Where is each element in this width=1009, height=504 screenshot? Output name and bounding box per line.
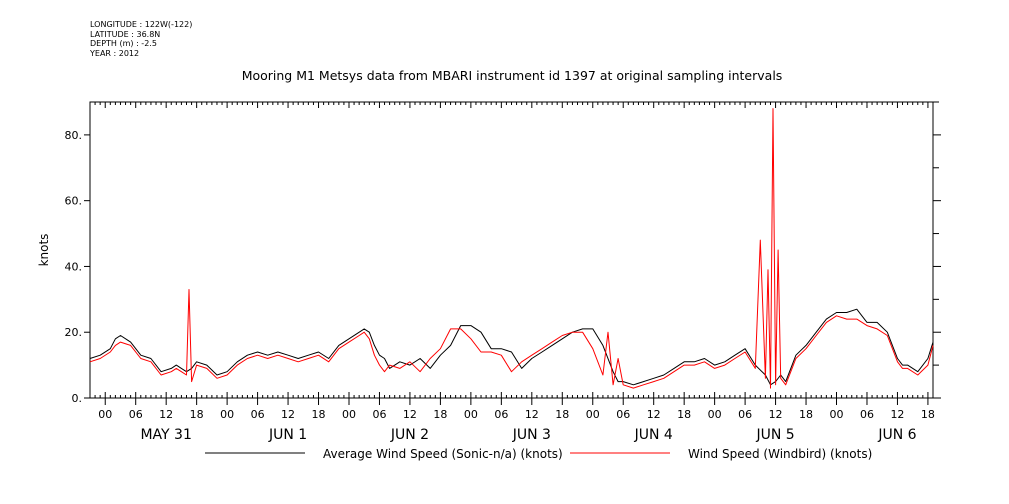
x-hour-tick-label: 00 [464,408,478,421]
x-hour-tick-label: 00 [586,408,600,421]
depth-text: DEPTH (m) : -2.5 [90,39,157,48]
latitude-text: LATITUDE : 36.8N [90,29,161,39]
x-hour-tick-label: 06 [129,408,143,421]
x-hour-tick-label: 18 [555,408,569,421]
x-hour-tick-label: 06 [860,408,874,421]
x-day-label: JUN 2 [390,427,429,443]
legend-label-average-wind: Average Wind Speed (Sonic-n/a) (knots) [323,447,563,461]
series-line-average-wind-speed [89,308,934,386]
y-tick-label: 60. [65,195,83,208]
longitude-text: LONGITUDE : 122W(-122) [90,20,193,29]
x-hour-tick-label: 00 [830,408,844,421]
x-hour-tick-label: 00 [342,408,356,421]
x-hour-tick-label: 12 [769,408,783,421]
legend-label-windbird: Wind Speed (Windbird) (knots) [688,447,872,461]
y-tick-label: 20. [65,326,83,339]
x-hour-tick-label: 12 [159,408,173,421]
y-tick-label: 80. [65,129,83,142]
x-hour-tick-label: 00 [708,408,722,421]
x-hour-tick-label: 00 [98,408,112,421]
x-hour-tick-label: 12 [281,408,295,421]
chart-title: Mooring M1 Metsys data from MBARI instru… [242,68,783,83]
plot-frame [89,101,934,399]
y-tick-label: 0. [72,392,83,405]
x-day-label: JUN 3 [512,427,551,443]
x-hour-tick-label: 12 [525,408,539,421]
x-hour-tick-label: 06 [372,408,386,421]
x-hour-tick-label: 12 [647,408,661,421]
x-hour-tick-label: 12 [403,408,417,421]
x-day-label: JUN 1 [268,427,307,443]
x-hour-tick-label: 18 [190,408,204,421]
x-hour-tick-label: 06 [251,408,265,421]
x-day-label: JUN 6 [877,427,916,443]
x-hour-tick-label: 18 [799,408,813,421]
x-day-label: JUN 5 [755,427,794,443]
station-metadata: LONGITUDE : 122W(-122) LATITUDE : 36.8N … [90,20,192,58]
year-text: YEAR : 2012 [90,48,140,58]
axis-ticks: 00 06 12 18 00 06 12 18 00 06 12 18 00 06 12 18 00 06 12 18… [65,101,941,443]
x-hour-tick-label: 18 [312,408,326,421]
x-hour-tick-label: 06 [616,408,630,421]
x-hour-tick-label: 18 [677,408,691,421]
x-hour-tick-label: 18 [433,408,447,421]
series-line-windbird [89,108,934,389]
x-hour-tick-label: 06 [494,408,508,421]
x-hour-tick-label: 00 [220,408,234,421]
x-day-label: JUN 4 [634,427,673,443]
x-hour-tick-label: 18 [921,408,935,421]
series-lines [89,108,934,389]
y-tick-label: 40. [65,260,83,273]
x-hour-tick-label: 12 [890,408,904,421]
x-hour-tick-label: 06 [738,408,752,421]
legend: Average Wind Speed (Sonic-n/a) (knots) W… [205,447,872,461]
y-axis-label: knots [37,234,51,267]
x-day-label: MAY 31 [140,427,191,443]
